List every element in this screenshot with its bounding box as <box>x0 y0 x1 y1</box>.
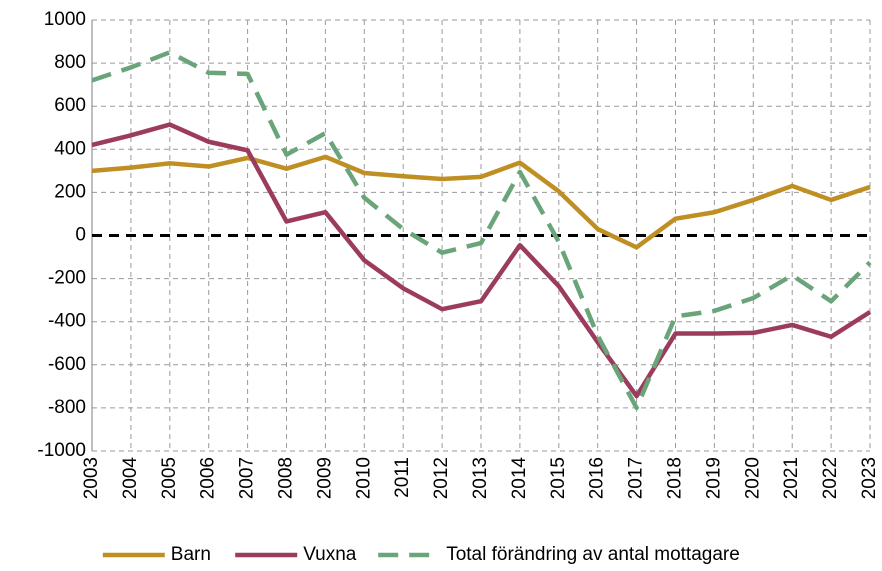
x-tick-label: 2019 <box>703 457 724 499</box>
x-tick-label: 2010 <box>353 457 374 499</box>
x-tick-label: 2006 <box>198 457 219 499</box>
legend-label: Total förändring av antal mottagare <box>446 544 740 565</box>
legend-label: Barn <box>171 544 211 565</box>
series-line <box>91 122 872 399</box>
x-tick-label: 2023 <box>859 457 880 499</box>
x-tick-label: 2020 <box>742 457 763 499</box>
x-tick-label: 2003 <box>81 457 102 499</box>
x-tick-label: 2005 <box>159 457 180 499</box>
x-tick-label: 2015 <box>548 457 569 499</box>
x-tick-label: 2008 <box>276 457 297 499</box>
legend-label: Vuxna <box>303 544 357 565</box>
series-line <box>91 50 872 411</box>
y-tick-label: 600 <box>54 95 86 116</box>
x-tick-label: 2013 <box>470 457 491 499</box>
y-tick-label: 400 <box>54 138 86 159</box>
x-tick-label: 2016 <box>587 457 608 499</box>
x-tick-label: 2014 <box>509 457 530 500</box>
x-tick-label: 2021 <box>781 457 802 499</box>
y-tick-label: -400 <box>48 311 86 332</box>
y-tick-label: 1000 <box>44 9 86 30</box>
y-tick-label: 800 <box>54 52 86 73</box>
y-tick-label: -800 <box>48 397 86 418</box>
y-tick-label: 0 <box>75 225 86 246</box>
y-tick-label: -1000 <box>37 440 86 461</box>
x-tick-label: 2009 <box>314 457 335 499</box>
x-tick-label: 2011 <box>392 457 413 498</box>
series-line <box>91 154 871 250</box>
y-tick-label: -200 <box>48 268 86 289</box>
y-tick-label: -600 <box>48 354 86 375</box>
x-tick-label: 2017 <box>626 457 647 499</box>
x-tick-label: 2022 <box>820 457 841 499</box>
x-tick-label: 2007 <box>237 457 258 499</box>
x-tick-label: 2012 <box>431 457 452 499</box>
x-tick-label: 2004 <box>120 457 141 500</box>
x-tick-label: 2018 <box>665 457 686 499</box>
y-tick-label: 200 <box>54 181 86 202</box>
